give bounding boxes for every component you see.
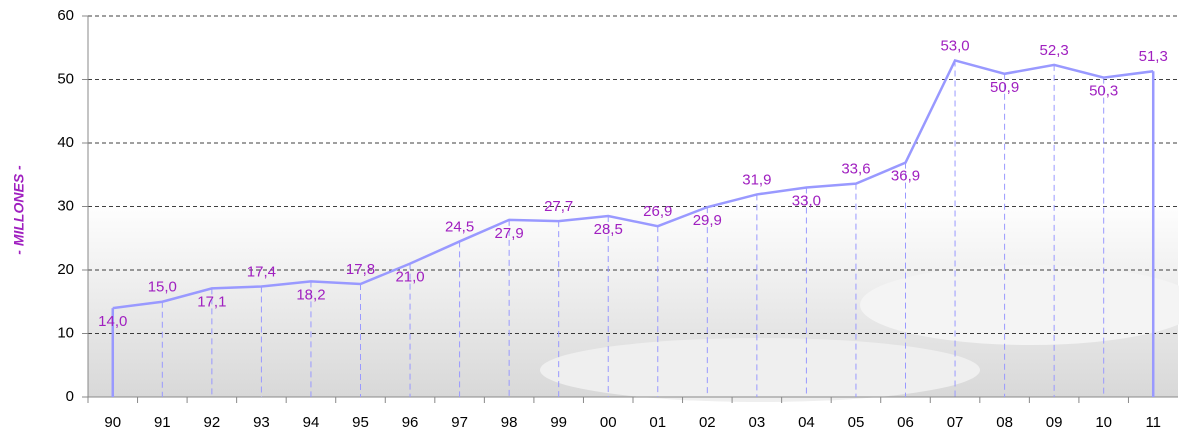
data-label: 29,9 — [693, 212, 722, 229]
x-tick-label: 93 — [253, 414, 270, 431]
data-label: 33,6 — [841, 161, 870, 178]
x-tick-label: 07 — [947, 414, 964, 431]
data-label: 28,5 — [594, 221, 623, 238]
x-tick-label: 04 — [798, 414, 815, 431]
data-line — [112, 58, 1154, 310]
x-tick-label: 00 — [600, 414, 617, 431]
x-tick-label: 06 — [897, 414, 914, 431]
x-tick-label: 92 — [204, 414, 221, 431]
data-label: 17,8 — [346, 261, 375, 278]
data-label: 26,9 — [643, 203, 672, 220]
data-label: 17,1 — [197, 293, 226, 310]
data-label: 14,0 — [98, 313, 127, 330]
y-tick-label: 50 — [57, 70, 74, 87]
background-decoration — [540, 338, 980, 402]
x-tick-label: 05 — [848, 414, 865, 431]
x-tick-label: 01 — [649, 414, 666, 431]
data-label: 18,2 — [296, 286, 325, 303]
x-tick-label: 11 — [1145, 414, 1161, 431]
data-label: 53,0 — [940, 37, 969, 54]
data-label: 50,9 — [990, 79, 1019, 96]
background-decoration — [860, 265, 1179, 345]
y-tick-label: 40 — [57, 134, 74, 151]
y-tick-label: 0 — [66, 388, 74, 405]
x-tick-label: 96 — [402, 414, 419, 431]
x-tick-label: 91 — [154, 414, 171, 431]
x-tick-label: 08 — [996, 414, 1013, 431]
x-tick-label: 09 — [1046, 414, 1063, 431]
x-tick-label: 03 — [749, 414, 766, 431]
data-label: 50,3 — [1089, 83, 1118, 100]
y-axis-label: - MILLONES - — [11, 165, 27, 255]
data-label: 17,4 — [247, 263, 276, 280]
data-label: 31,9 — [742, 171, 771, 188]
data-label: 21,0 — [395, 269, 424, 286]
x-tick-label: 99 — [550, 414, 567, 431]
x-tick-label: 97 — [451, 414, 468, 431]
data-label: 33,0 — [792, 192, 821, 209]
y-tick-label: 60 — [57, 7, 74, 24]
x-tick-label: 10 — [1095, 414, 1112, 431]
x-tick-label: 94 — [303, 414, 320, 431]
y-tick-label: 30 — [57, 197, 74, 214]
y-tick-label: 20 — [57, 261, 74, 278]
x-tick-label: 95 — [352, 414, 369, 431]
data-label: 15,0 — [148, 279, 177, 296]
data-label: 27,9 — [495, 225, 524, 242]
data-label: 51,3 — [1139, 48, 1168, 65]
y-tick-label: 10 — [57, 324, 74, 341]
data-label: 27,7 — [544, 198, 573, 215]
x-tick-label: 90 — [104, 414, 121, 431]
data-label: 52,3 — [1040, 42, 1069, 59]
x-tick-label: 98 — [501, 414, 518, 431]
data-label: 24,5 — [445, 218, 474, 235]
data-label: 36,9 — [891, 168, 920, 185]
x-tick-label: 02 — [699, 414, 716, 431]
